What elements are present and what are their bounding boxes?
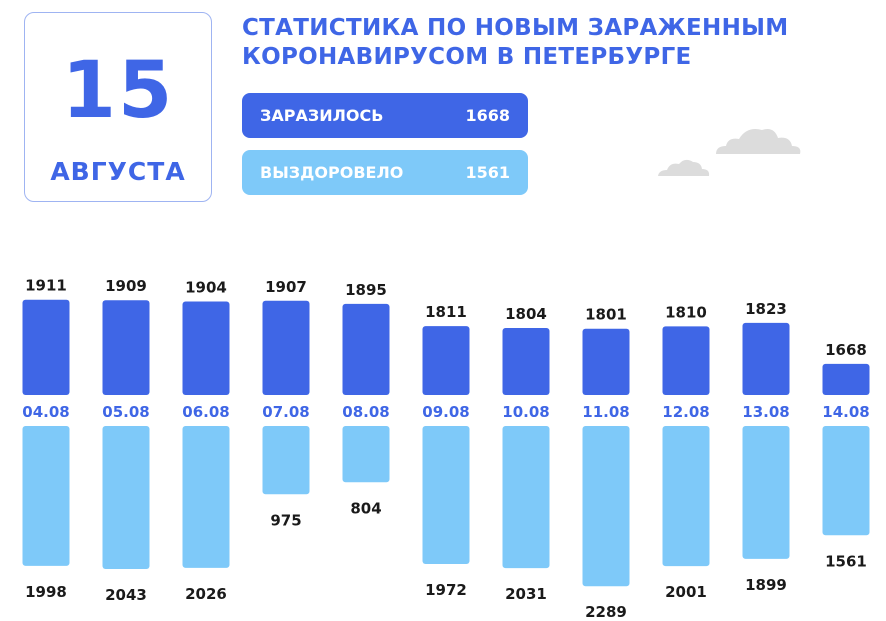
infected-bar — [662, 326, 710, 395]
date-tick-label: 08.08 — [342, 403, 389, 421]
infected-bar — [422, 326, 470, 395]
date-tick-label: 06.08 — [182, 403, 229, 421]
title-line-2: КОРОНАВИРУСОМ В ПЕТЕРБУРГЕ — [242, 44, 692, 70]
recovered-value-label: 975 — [270, 511, 301, 529]
infected-value-label: 1668 — [825, 341, 867, 359]
recovered-value: 1561 — [465, 163, 510, 182]
date-card: 15 АВГУСТА — [24, 12, 212, 202]
infected-value-label: 1801 — [585, 306, 627, 324]
date-tick-label: 10.08 — [502, 403, 549, 421]
recovered-bar — [422, 426, 470, 565]
infected-label: ЗАРАЗИЛОСЬ — [260, 106, 384, 125]
recovered-value-label: 1561 — [825, 552, 867, 570]
recovered-bar — [102, 426, 150, 570]
infected-value-label: 1811 — [425, 303, 467, 321]
recovered-bar — [502, 426, 550, 569]
infected-bar — [822, 363, 870, 395]
recovered-label: ВЫЗДОРОВЕЛО — [260, 163, 404, 182]
recovered-bar — [582, 426, 630, 587]
infected-bar — [102, 300, 150, 395]
infected-value-label: 1904 — [185, 279, 227, 297]
date-tick-label: 04.08 — [22, 403, 69, 421]
infected-bar — [22, 299, 70, 395]
infected-summary: ЗАРАЗИЛОСЬ 1668 — [242, 93, 528, 138]
recovered-bar — [662, 426, 710, 567]
recovered-value-label: 2289 — [585, 603, 627, 621]
recovered-bar — [182, 426, 230, 568]
infected-value-label: 1804 — [505, 305, 547, 323]
recovered-value-label: 1998 — [25, 583, 67, 601]
recovered-value-label: 1972 — [425, 581, 467, 599]
infected-bar — [502, 327, 550, 395]
date-day: 15 — [61, 46, 175, 136]
date-tick-label: 13.08 — [742, 403, 789, 421]
recovered-value-label: 2031 — [505, 585, 547, 603]
recovered-value-label: 804 — [350, 499, 381, 517]
recovered-value-label: 2026 — [185, 585, 227, 603]
infected-bar — [182, 301, 230, 395]
page-title: СТАТИСТИКА ПО НОВЫМ ЗАРАЖЕННЫМ КОРОНАВИР… — [242, 14, 842, 72]
infected-value-label: 1907 — [265, 278, 307, 296]
cloud-icon — [716, 129, 801, 154]
recovered-bar — [22, 426, 70, 566]
recovered-value-label: 2043 — [105, 586, 147, 604]
infected-bar — [262, 300, 310, 395]
infected-value-label: 1810 — [665, 303, 707, 321]
infected-bar — [742, 322, 790, 395]
date-tick-label: 12.08 — [662, 403, 709, 421]
date-tick-label: 14.08 — [822, 403, 869, 421]
date-tick-label: 05.08 — [102, 403, 149, 421]
infected-value-label: 1911 — [25, 277, 67, 295]
recovered-bar — [822, 426, 870, 536]
recovered-bar — [342, 426, 390, 483]
infected-bar — [342, 303, 390, 395]
infected-value-label: 1909 — [105, 277, 147, 295]
infected-value-label: 1823 — [745, 300, 787, 318]
date-tick-label: 11.08 — [582, 403, 629, 421]
date-tick-label: 07.08 — [262, 403, 309, 421]
recovered-bar — [262, 426, 310, 495]
infected-value: 1668 — [465, 106, 510, 125]
date-tick-label: 09.08 — [422, 403, 469, 421]
recovered-value-label: 2001 — [665, 583, 707, 601]
infected-bar — [582, 328, 630, 395]
recovered-summary: ВЫЗДОРОВЕЛО 1561 — [242, 150, 528, 195]
cloud-icon — [658, 159, 710, 176]
date-month: АВГУСТА — [50, 157, 186, 186]
infected-value-label: 1895 — [345, 281, 387, 299]
recovered-bar — [742, 426, 790, 559]
title-line-1: СТАТИСТИКА ПО НОВЫМ ЗАРАЖЕННЫМ — [242, 15, 789, 41]
recovered-value-label: 1899 — [745, 576, 787, 594]
